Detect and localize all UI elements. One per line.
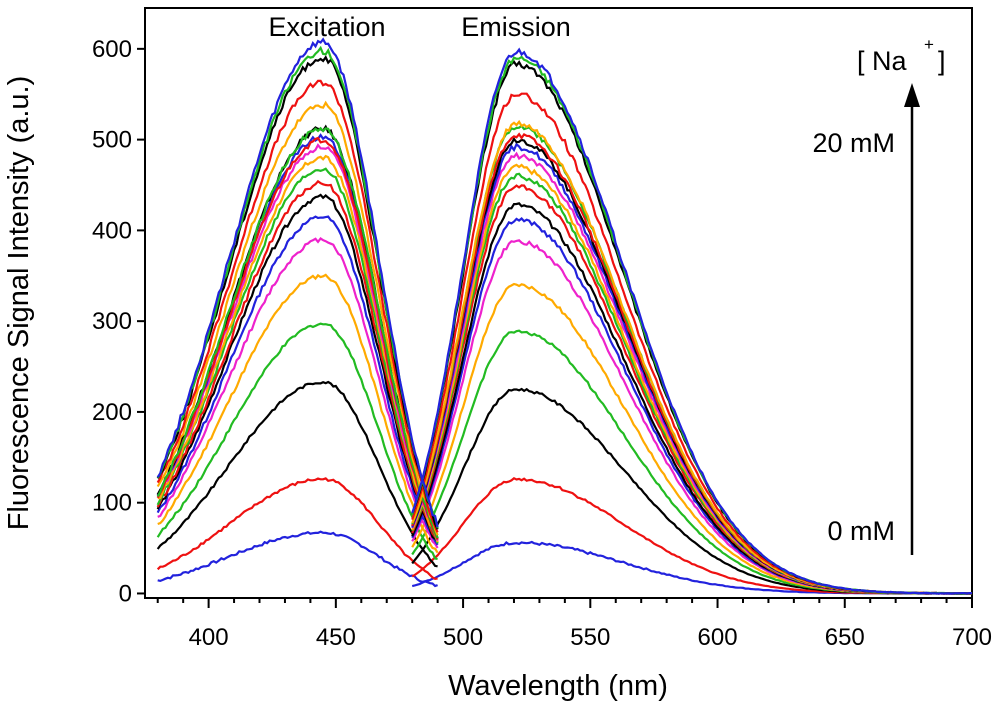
excitation-curve-21 (156, 37, 439, 528)
y-tick-label: 300 (92, 308, 132, 335)
emission-label: Emission (461, 12, 571, 42)
excitation-curve-9 (156, 179, 439, 542)
excitation-curve-18 (156, 79, 439, 533)
concentration-arrow-head (904, 83, 920, 107)
y-tick-label: 500 (92, 127, 132, 154)
series-layer (156, 37, 973, 595)
emission-curve-5 (411, 282, 972, 595)
x-tick-label: 700 (952, 624, 992, 651)
x-tick-label: 550 (570, 624, 610, 651)
y-tick-label: 200 (92, 399, 132, 426)
excitation-curve-5 (157, 273, 439, 554)
y-tick-label: 0 (119, 580, 132, 607)
excitation-curve-7 (156, 215, 439, 546)
y-axis-ticks: 0 100 200 300 400 500 600 (92, 36, 145, 607)
excitation-curve-1 (157, 530, 438, 588)
x-axis-title: Wavelength (nm) (448, 670, 668, 702)
y-tick-label: 600 (92, 36, 132, 63)
excitation-curve-6 (157, 237, 439, 549)
excitation-curve-4 (156, 322, 438, 560)
plot-frame (144, 7, 973, 599)
emission-curve-21 (411, 47, 973, 595)
concentration-close-bracket: ] (938, 46, 946, 76)
excitation-curve-2 (156, 477, 438, 581)
concentration-superscript: + (924, 35, 934, 54)
low-concentration-label: 0 mM (828, 516, 896, 546)
excitation-curve-8 (156, 193, 439, 543)
x-tick-label: 600 (698, 624, 738, 651)
emission-curve-1 (411, 540, 972, 595)
excitation-curve-16 (156, 126, 439, 539)
high-concentration-label: 20 mM (812, 128, 895, 158)
x-tick-label: 500 (443, 624, 483, 651)
y-axis-title: Fluorescence Signal Intensity (a.u.) (3, 76, 35, 531)
x-axis-ticks: 400 450 500 550 600 650 700 (156, 598, 992, 651)
excitation-label: Excitation (268, 12, 385, 42)
excitation-curve-3 (156, 380, 438, 568)
excitation-curve-17 (156, 100, 439, 536)
x-tick-label: 400 (189, 624, 229, 651)
x-tick-label: 450 (316, 624, 356, 651)
concentration-label: [ Na (857, 46, 908, 76)
y-tick-label: 100 (92, 490, 132, 517)
y-tick-label: 400 (92, 217, 132, 244)
x-tick-label: 650 (825, 624, 865, 651)
